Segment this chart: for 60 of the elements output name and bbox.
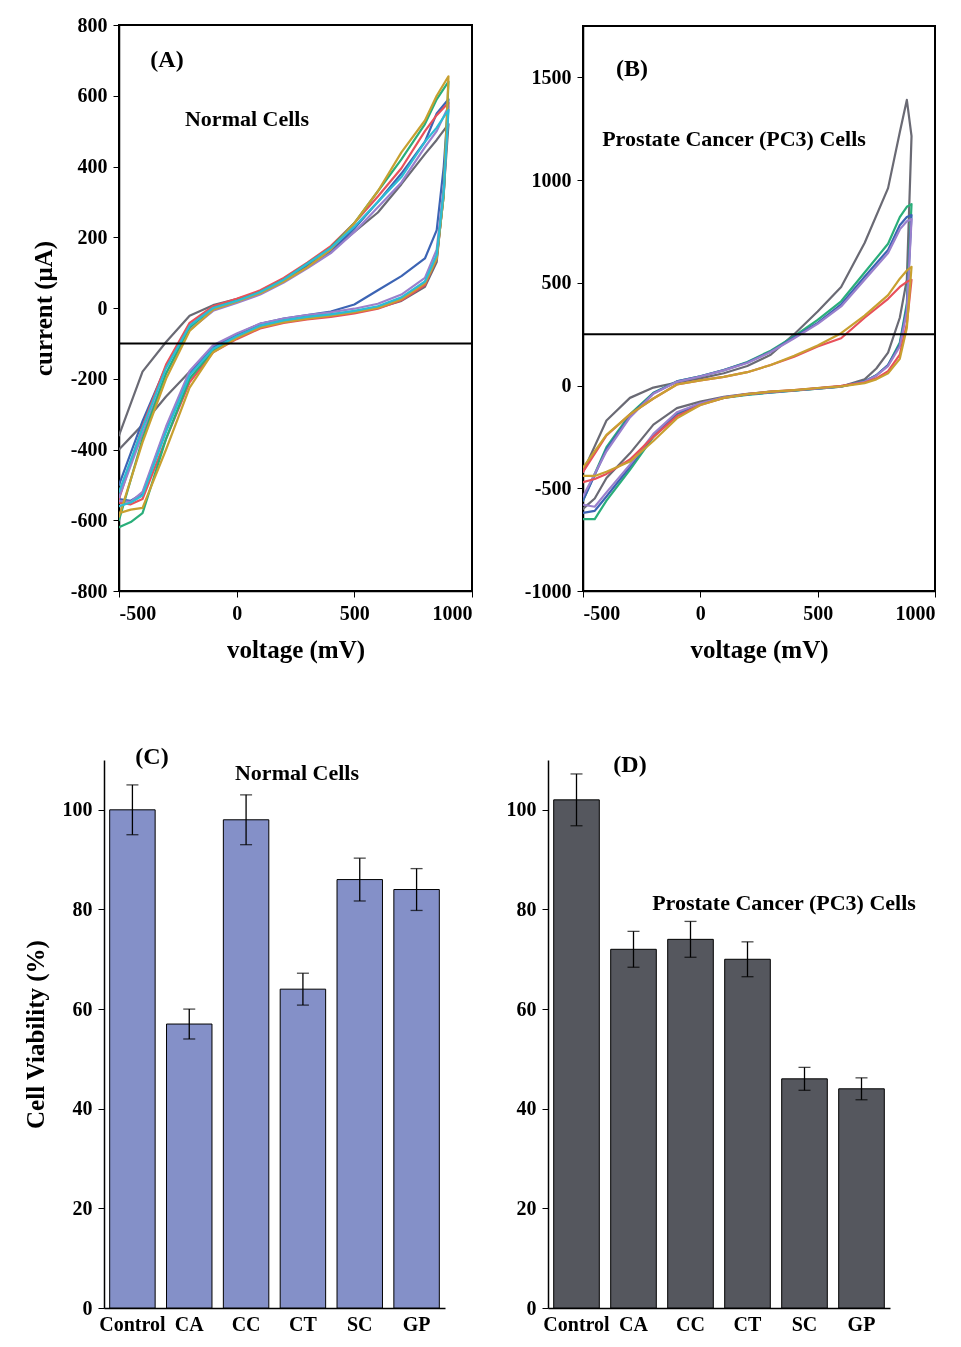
y-tick-label: 20 (72, 1196, 93, 1219)
annotation: (C) (135, 743, 169, 769)
x-tick-label: CA (174, 1312, 205, 1335)
annotation: (D) (613, 751, 647, 777)
annotation: (B) (616, 55, 648, 81)
y-tick-label: 1500 (531, 65, 572, 88)
x-tick-label: 1000 (432, 601, 473, 624)
x-tick-label: Control (99, 1312, 166, 1335)
x-tick-label: CC (231, 1312, 261, 1335)
y-tick-label: 20 (516, 1196, 537, 1219)
x-tick-label: Control (543, 1312, 611, 1335)
x-tick-label: GP (402, 1312, 431, 1335)
x-tick-label: 500 (803, 601, 834, 624)
y-tick-label: 40 (72, 1097, 93, 1120)
annotation: Prostate Cancer (PC3) Cells (652, 890, 917, 915)
y-tick-label: -1000 (524, 579, 572, 602)
y-tick-label: -400 (70, 438, 108, 460)
y-tick-label: -500 (534, 476, 572, 499)
y-tick-label: 40 (516, 1097, 537, 1120)
y-tick-label: 100 (62, 798, 93, 821)
x-tick-label: 0 (232, 601, 243, 624)
x-tick-label: CT (733, 1312, 763, 1335)
y-axis-title: current (μA) (29, 240, 58, 377)
annotation: Normal Cells (184, 106, 310, 131)
y-tick-label: 200 (77, 225, 108, 248)
y-tick-label: 0 (82, 1296, 93, 1319)
y-tick-label: 80 (516, 897, 537, 920)
y-tick-label: -800 (70, 579, 108, 602)
x-tick-label: 500 (339, 601, 370, 624)
y-tick-label: 80 (72, 897, 93, 920)
y-tick-label: 60 (72, 997, 93, 1020)
x-tick-label: 0 (695, 601, 706, 624)
annotation: Normal Cells (234, 760, 360, 785)
x-tick-label: SC (791, 1312, 818, 1335)
x-axis-title: voltage (mV) (226, 635, 366, 664)
y-tick-label: 500 (541, 271, 572, 294)
line-series (583, 98, 913, 510)
x-tick-label: -500 (583, 601, 621, 624)
x-tick-label: GP (847, 1312, 876, 1335)
y-tick-label: -200 (70, 367, 108, 390)
x-tick-label: CT (289, 1312, 318, 1335)
x-axis-title: voltage (mV) (690, 635, 829, 664)
y-axis-title: Cell Viability (%) (21, 940, 50, 1129)
annotation: Prostate Cancer (PC3) Cells (602, 126, 867, 151)
annotation: (A) (150, 46, 184, 72)
y-tick-label: 0 (526, 1296, 537, 1319)
y-tick-label: 400 (77, 155, 108, 177)
y-tick-label: 60 (516, 997, 537, 1020)
y-tick-label: -600 (70, 508, 108, 531)
x-tick-label: SC (346, 1312, 373, 1335)
x-tick-label: 1000 (895, 601, 936, 624)
y-tick-label: 1000 (531, 168, 572, 191)
y-tick-label: 0 (561, 374, 572, 397)
x-tick-label: CA (619, 1312, 649, 1335)
y-tick-label: 100 (506, 798, 537, 821)
x-tick-label: CC (676, 1312, 705, 1335)
y-tick-label: 600 (77, 84, 108, 107)
y-tick-label: 800 (77, 13, 108, 36)
y-tick-label: 0 (97, 296, 108, 319)
x-tick-label: -500 (119, 601, 157, 624)
